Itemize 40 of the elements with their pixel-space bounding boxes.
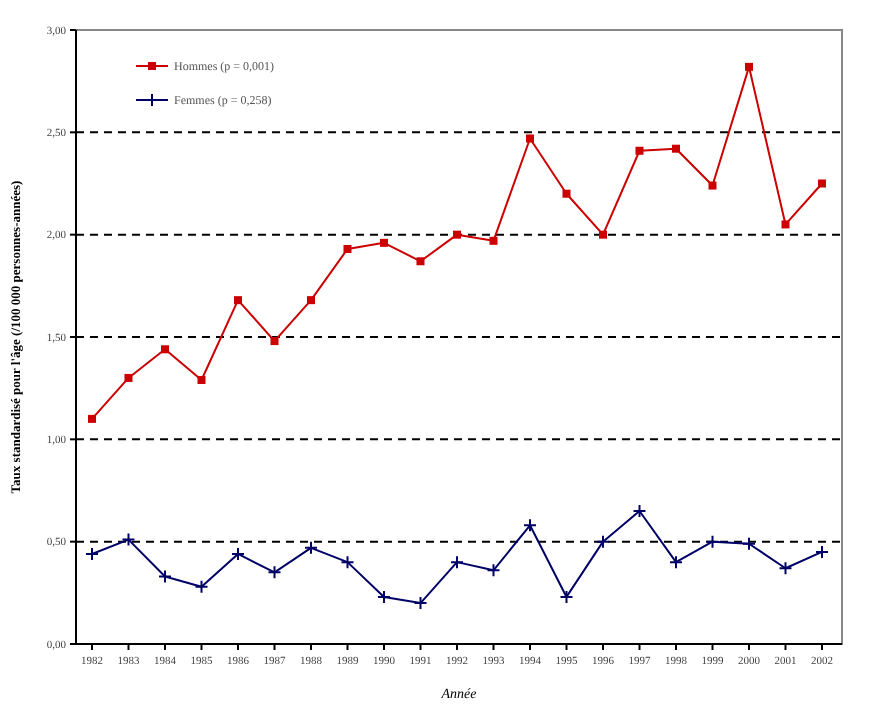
point bbox=[778, 561, 793, 576]
point bbox=[267, 565, 282, 580]
point bbox=[158, 569, 172, 584]
point bbox=[559, 589, 574, 604]
point bbox=[197, 375, 206, 384]
point bbox=[632, 503, 647, 518]
point bbox=[635, 146, 644, 155]
point bbox=[194, 579, 209, 594]
point bbox=[380, 238, 388, 247]
point bbox=[450, 555, 464, 570]
point bbox=[781, 220, 790, 229]
point bbox=[526, 134, 534, 143]
point bbox=[489, 236, 498, 245]
point bbox=[453, 230, 461, 239]
point bbox=[121, 532, 136, 547]
point bbox=[416, 257, 425, 266]
point bbox=[742, 536, 756, 551]
point bbox=[234, 296, 242, 305]
point bbox=[599, 230, 607, 239]
point bbox=[270, 337, 279, 346]
point bbox=[124, 373, 133, 382]
point bbox=[708, 181, 717, 190]
point bbox=[304, 540, 318, 555]
point bbox=[161, 345, 169, 354]
point bbox=[88, 414, 96, 423]
point bbox=[562, 189, 571, 198]
point bbox=[669, 555, 683, 570]
point bbox=[377, 589, 391, 604]
point bbox=[523, 518, 537, 533]
point bbox=[705, 534, 720, 549]
point bbox=[596, 534, 610, 549]
point bbox=[343, 244, 352, 253]
point bbox=[413, 596, 428, 611]
point bbox=[486, 563, 501, 578]
point bbox=[340, 555, 355, 570]
point bbox=[745, 62, 753, 71]
point bbox=[307, 296, 315, 305]
point bbox=[231, 546, 245, 561]
point bbox=[672, 144, 680, 153]
point bbox=[818, 179, 826, 188]
